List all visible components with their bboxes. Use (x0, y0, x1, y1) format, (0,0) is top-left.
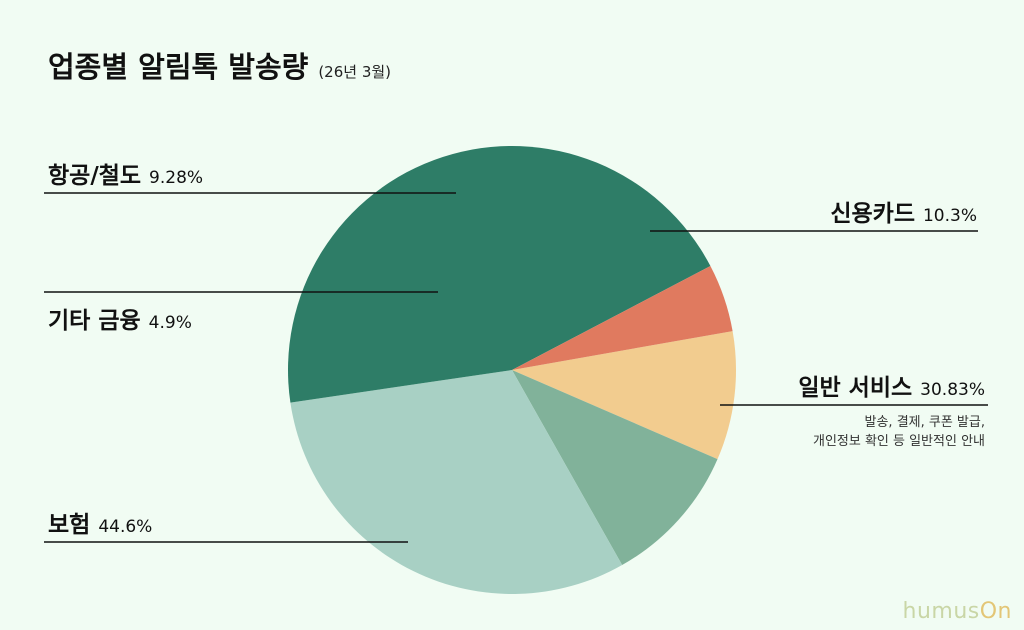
title-text: 업종별 알림톡 발송량 (48, 50, 309, 84)
slice-name: 기타 금융 (48, 308, 141, 334)
slice-note-line: 발송, 결제, 쿠폰 발급, (865, 415, 985, 430)
slice-value-label: 10.3% (923, 206, 977, 226)
slice-label-1: 항공/철도 9.28% (48, 163, 203, 189)
pie-slice-5 (512, 266, 733, 370)
chart-subtitle: (26년 3월) (318, 63, 392, 81)
pie-slice-2 (512, 370, 718, 566)
logo-accent: On (979, 599, 1012, 624)
humuson-logo: humusOn (903, 599, 1013, 624)
pie-callouts: 항공/철도 9.28% 신용카드 10.3% 일반 서비스 30.83% 발송, 결제, 쿠… (44, 163, 988, 543)
pie-slices (287, 145, 737, 595)
slice-value-label: 44.6% (98, 517, 152, 537)
slice-value-label: 30.83% (920, 380, 985, 400)
slice-name: 신용카드 (830, 201, 915, 227)
slice-name: 항공/철도 (48, 163, 141, 189)
slice-label-3: 일반 서비스 30.83% (798, 375, 985, 401)
slice-label-4: 보험 44.6% (48, 512, 152, 538)
pie-slice-1 (512, 331, 737, 460)
slice-value-label: 9.28% (149, 168, 203, 188)
logo-main: humus (902, 599, 980, 624)
pie-slice-3 (290, 370, 623, 595)
slice-label-2: 신용카드 10.3% (830, 201, 977, 227)
chart-title: 업종별 알림톡 발송량 (26년 3월) (48, 44, 391, 86)
slice-note-line: 개인정보 확인 등 일반적인 안내 (813, 434, 985, 449)
slice-value-label: 4.9% (149, 313, 192, 333)
slice-label-5: 기타 금융 4.9% (48, 308, 192, 334)
slice-name: 보험 (48, 512, 90, 538)
pie-slice-4 (287, 145, 711, 403)
slice-name: 일반 서비스 (798, 375, 912, 401)
